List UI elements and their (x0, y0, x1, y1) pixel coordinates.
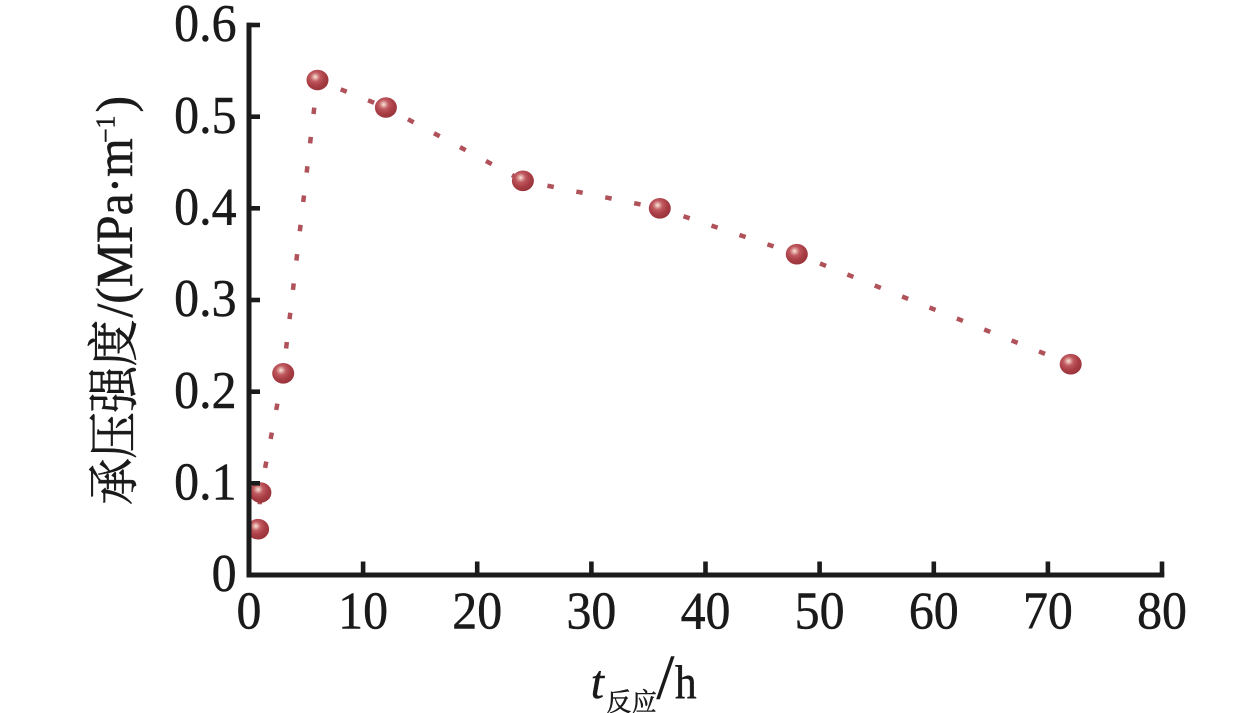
svg-text:10: 10 (338, 582, 388, 640)
svg-text:0.6: 0.6 (174, 0, 236, 54)
svg-text:/(MPa·m: /(MPa·m (86, 138, 143, 317)
svg-text:t: t (591, 657, 606, 709)
svg-text:0.3: 0.3 (174, 270, 236, 328)
svg-text:0: 0 (212, 545, 237, 603)
svg-text:70: 70 (1023, 582, 1073, 640)
svg-text:/: / (657, 642, 675, 713)
svg-text:h: h (675, 655, 697, 709)
svg-text:−1: −1 (90, 116, 121, 143)
svg-text:0: 0 (237, 582, 262, 640)
svg-text:0.5: 0.5 (174, 87, 236, 145)
svg-text:40: 40 (681, 582, 731, 640)
svg-text:0.1: 0.1 (174, 453, 236, 511)
svg-text:80: 80 (1137, 582, 1187, 640)
svg-text:20: 20 (452, 582, 502, 640)
svg-text:0.2: 0.2 (174, 362, 236, 420)
svg-text:50: 50 (795, 582, 845, 640)
svg-text:30: 30 (566, 582, 616, 640)
svg-text:60: 60 (909, 582, 959, 640)
svg-text:): ) (86, 96, 143, 113)
svg-text:0.4: 0.4 (174, 178, 236, 236)
